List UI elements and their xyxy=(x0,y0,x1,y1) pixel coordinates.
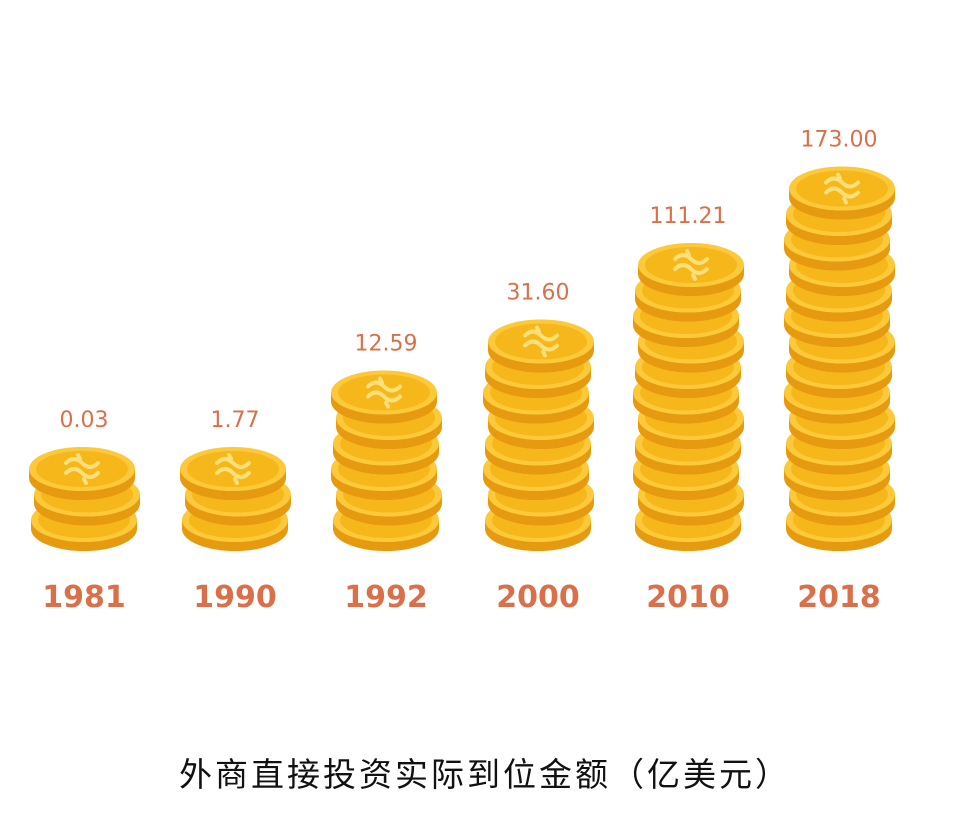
bar-2010 xyxy=(633,243,744,551)
coin xyxy=(180,447,286,500)
dollar-icon xyxy=(523,325,559,358)
bar-1990 xyxy=(180,447,291,551)
dollar-icon xyxy=(64,453,100,485)
bar-2018 xyxy=(784,166,895,551)
coin xyxy=(331,370,437,424)
dollar-icon xyxy=(673,249,709,281)
value-label: 31.60 xyxy=(507,281,570,306)
year-label: 1990 xyxy=(193,580,277,615)
coin xyxy=(638,243,744,296)
dollar-icon xyxy=(824,172,860,205)
year-label: 2010 xyxy=(646,580,730,615)
year-label: 1992 xyxy=(344,580,428,615)
dollar-icon xyxy=(215,453,251,485)
chart-title: 外商直接投资实际到位金额（亿美元） xyxy=(179,755,791,794)
year-label: 2018 xyxy=(797,580,881,615)
value-label: 12.59 xyxy=(355,332,418,357)
coin xyxy=(789,166,895,220)
value-label: 1.77 xyxy=(211,408,260,433)
value-label: 173.00 xyxy=(801,128,878,153)
coin xyxy=(29,447,135,500)
value-label: 0.03 xyxy=(60,408,109,433)
dollar-icon xyxy=(366,376,402,409)
year-label: 2000 xyxy=(496,580,580,615)
coin xyxy=(488,319,594,373)
value-label: 111.21 xyxy=(650,204,727,229)
bar-1981 xyxy=(29,447,140,551)
year-label: 1981 xyxy=(42,580,126,615)
bar-1992 xyxy=(331,370,442,551)
bar-2000 xyxy=(483,319,594,551)
